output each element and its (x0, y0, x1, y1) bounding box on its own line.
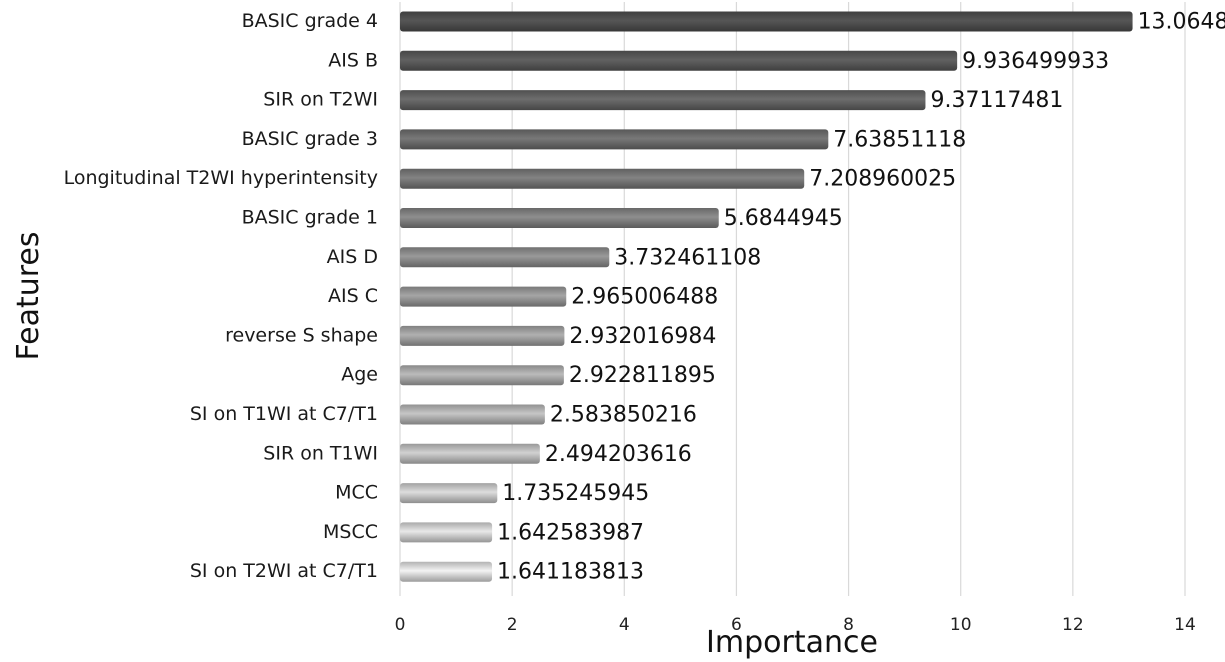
x-tick-label-2: 4 (619, 615, 630, 635)
value-label-3: 7.63851118 (833, 127, 966, 152)
category-label-4: Longitudinal T2WI hyperintensity (64, 167, 378, 189)
bar-14 (400, 561, 493, 582)
bar-4 (400, 168, 805, 189)
x-tick-label-3: 6 (731, 615, 742, 635)
value-label-1: 9.936499933 (962, 49, 1109, 74)
category-label-3: BASIC grade 3 (242, 128, 378, 150)
category-label-2: SIR on T2WI (263, 89, 378, 111)
bar-11 (400, 443, 540, 464)
category-label-0: BASIC grade 4 (242, 10, 378, 32)
category-label-5: BASIC grade 1 (242, 207, 378, 229)
value-label-7: 2.965006488 (571, 285, 718, 310)
bar-8 (400, 325, 565, 346)
category-labels: BASIC grade 4 AIS B SIR on T2WI BASIC grade… (64, 10, 378, 582)
value-label-10: 2.583850216 (550, 403, 697, 428)
bar-10 (400, 404, 545, 425)
value-label-5: 5.6844945 (724, 206, 843, 231)
value-label-4: 7.208960025 (809, 167, 956, 192)
value-label-2: 9.37117481 (930, 88, 1063, 113)
value-label-11: 2.494203616 (545, 442, 692, 467)
bars (400, 11, 1133, 582)
category-label-7: AIS C (328, 285, 378, 307)
category-label-8: reverse S shape (225, 324, 378, 346)
value-label-0: 13.06485138 (1138, 10, 1225, 35)
value-label-6: 3.732461108 (614, 245, 761, 270)
value-label-9: 2.922811895 (569, 363, 716, 388)
x-tick-label-1: 2 (507, 615, 518, 635)
bar-2 (400, 90, 926, 111)
category-label-1: AIS B (328, 49, 378, 71)
bar-5 (400, 208, 719, 228)
value-label-12: 1.735245945 (502, 481, 649, 506)
x-tick-label-7: 14 (1174, 615, 1196, 635)
value-label-8: 2.932016984 (569, 324, 716, 349)
x-axis-title: Importance (706, 625, 878, 660)
value-label-14: 1.641183813 (497, 560, 644, 585)
x-tick-label-6: 12 (1062, 615, 1084, 635)
category-label-14: SI on T2WI at C7/T1 (190, 560, 378, 582)
category-label-13: MSCC (323, 521, 378, 543)
x-tick-label-4: 8 (843, 615, 854, 635)
bar-9 (400, 365, 564, 386)
x-tick-label-0: 0 (395, 615, 406, 635)
category-label-9: Age (341, 364, 378, 386)
bar-3 (400, 129, 829, 150)
x-tick-labels: 0 2 4 6 8 10 12 14 (395, 615, 1196, 635)
value-label-13: 1.642583987 (497, 520, 644, 545)
bar-7 (400, 286, 567, 307)
bar-12 (400, 483, 498, 504)
value-labels: 13.06485138 9.936499933 9.37117481 7.638511… (497, 10, 1225, 585)
x-tick-label-5: 10 (950, 615, 972, 635)
category-label-11: SIR on T1WI (263, 442, 378, 464)
category-label-12: MCC (335, 482, 378, 504)
bar-0 (400, 11, 1133, 32)
bar-6 (400, 247, 610, 268)
y-axis-title: Features (11, 232, 46, 361)
category-label-10: SI on T1WI at C7/T1 (190, 403, 378, 425)
category-label-6: AIS D (327, 246, 378, 268)
bar-13 (400, 522, 493, 543)
bar-1 (400, 50, 958, 71)
